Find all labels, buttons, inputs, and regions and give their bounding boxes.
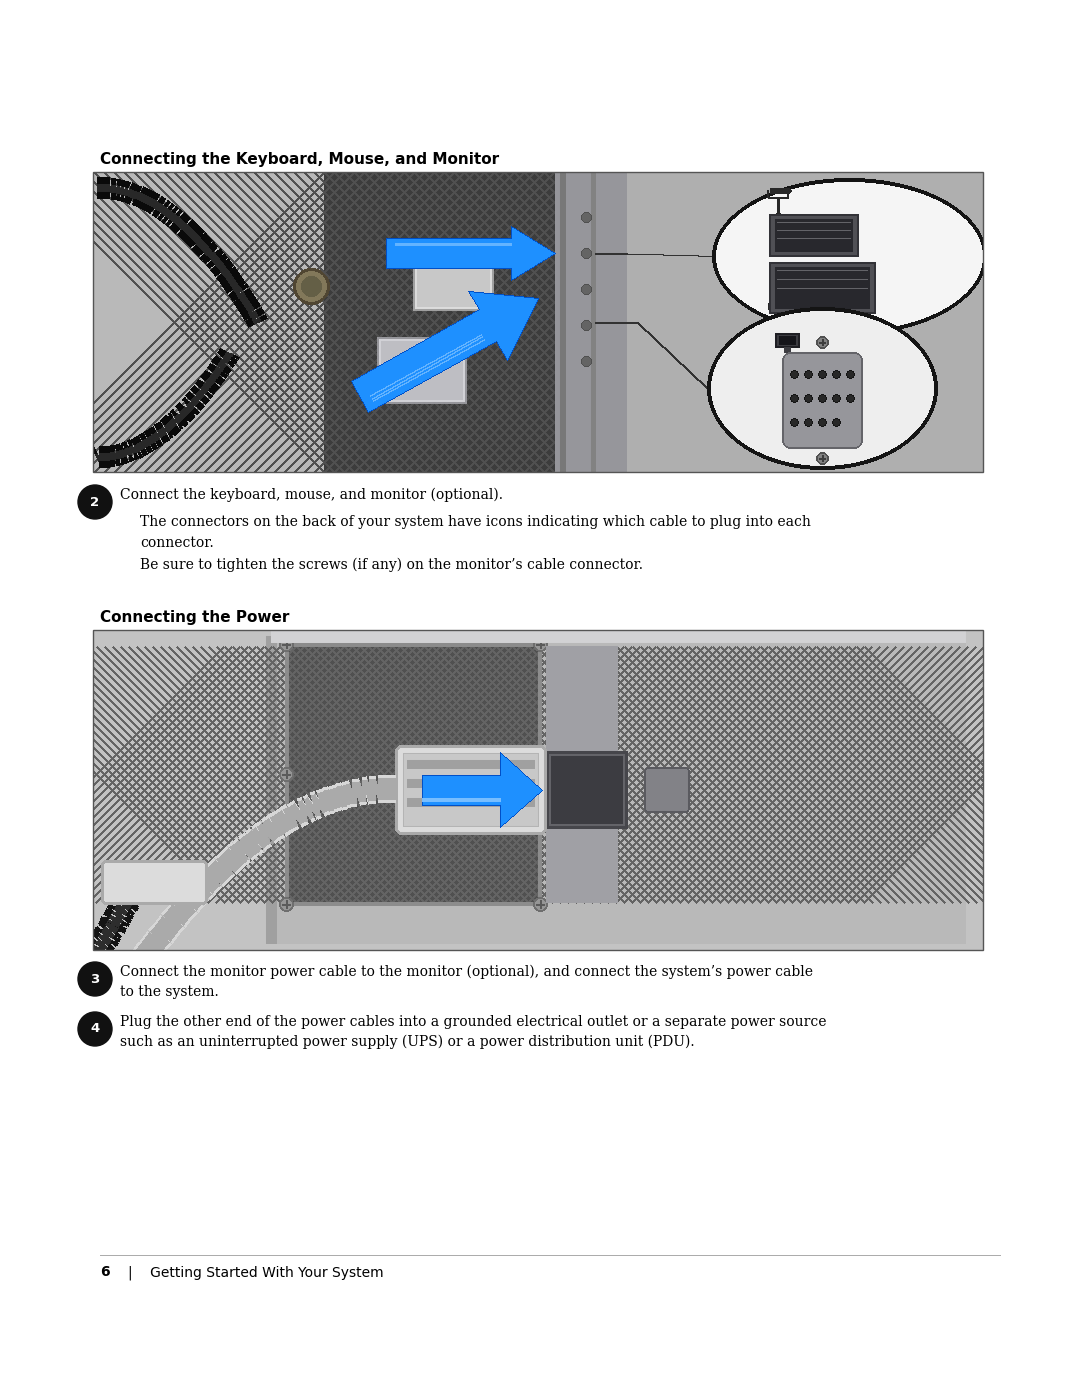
Text: |    Getting Started With Your System: | Getting Started With Your System	[129, 1266, 383, 1280]
Text: Connect the monitor power cable to the monitor (optional), and connect the syste: Connect the monitor power cable to the m…	[120, 965, 813, 999]
Text: Connect the keyboard, mouse, and monitor (optional).: Connect the keyboard, mouse, and monitor…	[120, 488, 503, 503]
Text: 2: 2	[91, 496, 99, 509]
Text: Connecting the Power: Connecting the Power	[100, 610, 289, 624]
Bar	[93, 172, 983, 472]
Text: Plug the other end of the power cables into a grounded electrical outlet or a se: Plug the other end of the power cables i…	[120, 1016, 826, 1049]
Circle shape	[78, 1011, 112, 1046]
Text: The connectors on the back of your system have icons indicating which cable to p: The connectors on the back of your syste…	[140, 515, 811, 549]
Text: Connecting the Keyboard, Mouse, and Monitor: Connecting the Keyboard, Mouse, and Moni…	[100, 152, 499, 168]
Text: 4: 4	[91, 1023, 99, 1035]
Text: Be sure to tighten the screws (if any) on the monitor’s cable connector.: Be sure to tighten the screws (if any) o…	[140, 557, 643, 573]
Text: 6: 6	[100, 1266, 110, 1280]
Circle shape	[78, 963, 112, 996]
Bar	[93, 630, 983, 950]
Circle shape	[78, 485, 112, 520]
Text: 3: 3	[91, 972, 99, 985]
